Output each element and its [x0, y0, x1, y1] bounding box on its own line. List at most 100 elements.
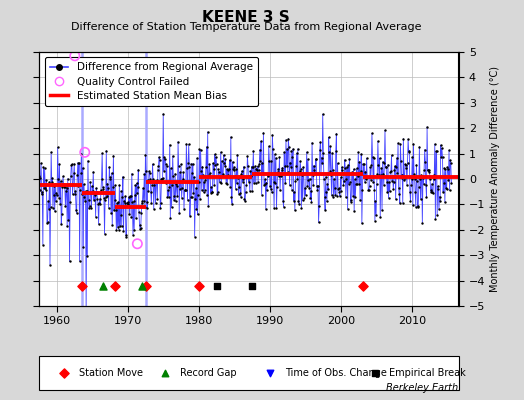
Point [46, 262, 54, 268]
Point [167, 165, 175, 172]
Point [202, 144, 211, 150]
Point [212, 154, 220, 161]
Point [439, 189, 447, 195]
Point [332, 130, 341, 137]
Point [266, 186, 275, 192]
Point [367, 176, 375, 183]
Point [173, 193, 182, 199]
Point [435, 206, 443, 212]
Point [130, 192, 139, 198]
Point [89, 188, 97, 194]
Point [432, 148, 440, 155]
Point [151, 200, 160, 206]
Point [66, 199, 74, 206]
Point [346, 198, 355, 205]
Point [208, 189, 216, 195]
Point [355, 181, 363, 188]
Point [38, 191, 46, 198]
Point [42, 177, 51, 184]
Point [339, 182, 347, 188]
Point [259, 169, 267, 176]
Point [433, 212, 441, 218]
Point [228, 159, 237, 165]
Point [269, 178, 278, 185]
Point [241, 196, 249, 202]
Point [339, 169, 347, 176]
Point [428, 181, 436, 187]
Point [206, 170, 214, 176]
Point [126, 193, 134, 200]
Point [63, 222, 71, 229]
Point [412, 162, 421, 168]
Point [63, 175, 72, 182]
Point [124, 198, 133, 205]
Point [112, 207, 120, 213]
Point [424, 167, 432, 174]
Text: Difference of Station Temperature Data from Regional Average: Difference of Station Temperature Data f… [71, 22, 421, 32]
Point [442, 184, 450, 191]
Point [315, 147, 324, 154]
Point [270, 204, 278, 211]
Point [40, 165, 49, 172]
Point [421, 159, 430, 165]
Point [148, 182, 156, 188]
Point [162, 180, 170, 186]
Point [342, 176, 351, 182]
Point [338, 167, 346, 174]
Point [384, 161, 392, 168]
Point [380, 160, 389, 166]
Point [70, 170, 78, 176]
Point [278, 166, 286, 173]
Point [232, 186, 240, 192]
Point [148, 161, 157, 167]
Point [151, 178, 159, 184]
Point [283, 146, 291, 152]
Point [162, 163, 171, 169]
Point [159, 111, 167, 117]
Point [287, 164, 295, 170]
Point [72, 207, 80, 214]
Point [345, 181, 353, 187]
Point [194, 178, 203, 185]
Point [348, 169, 356, 175]
Point [282, 137, 290, 143]
Point [267, 158, 275, 164]
Point [410, 176, 419, 182]
Point [306, 195, 314, 202]
Point [173, 183, 181, 189]
Point [102, 194, 110, 200]
Point [50, 208, 59, 214]
Point [411, 189, 419, 195]
Point [265, 143, 273, 149]
Point [74, 182, 83, 189]
Point [163, 194, 171, 200]
Point [178, 194, 186, 201]
Point [269, 145, 277, 152]
Point [233, 151, 242, 158]
Point [128, 170, 136, 177]
Point [356, 197, 364, 203]
Text: Time of Obs. Change: Time of Obs. Change [285, 368, 386, 378]
Point [223, 166, 231, 172]
Point [149, 176, 157, 182]
Point [386, 169, 395, 175]
Point [74, 160, 82, 166]
Point [38, 189, 47, 195]
Point [401, 162, 410, 168]
Point [349, 193, 357, 199]
Point [219, 173, 227, 180]
Point [388, 172, 397, 179]
Point [335, 188, 344, 195]
Point [110, 207, 118, 214]
Point [316, 139, 324, 145]
Point [224, 172, 233, 178]
Point [388, 178, 396, 184]
Point [330, 176, 338, 182]
Point [360, 161, 368, 167]
Point [77, 150, 85, 157]
Point [109, 152, 117, 159]
Point [342, 194, 350, 200]
Point [203, 192, 211, 198]
Point [343, 206, 352, 212]
Point [406, 198, 414, 205]
